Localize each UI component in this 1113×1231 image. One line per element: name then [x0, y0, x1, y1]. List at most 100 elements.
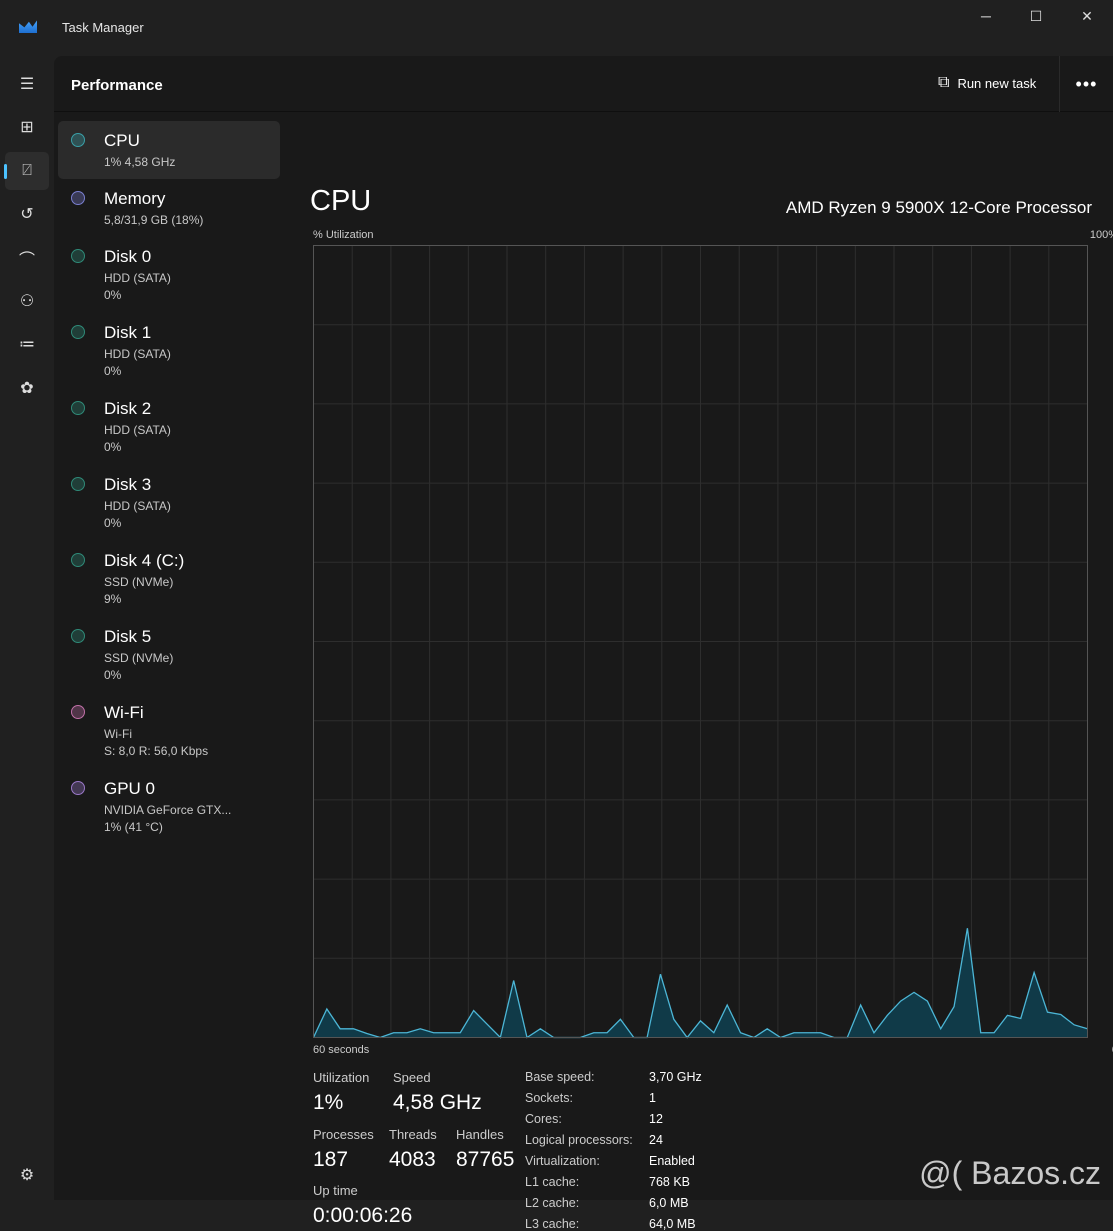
speed-label: Speed [393, 1070, 431, 1085]
spec-value: 3,70 GHz [649, 1070, 702, 1084]
device-detail: 0% [104, 515, 280, 532]
spec-label: L3 cache: [525, 1217, 579, 1231]
uptime-value: 0:00:06:26 [313, 1204, 412, 1228]
handles-label: Handles [456, 1127, 504, 1142]
spec-value: 24 [649, 1133, 663, 1147]
minimize-button[interactable]: ─ [963, 8, 1009, 28]
speed-value: 4,58 GHz [393, 1091, 482, 1115]
device-detail: 9% [104, 591, 280, 608]
spec-label: L2 cache: [525, 1196, 579, 1210]
device-detail: HDD (SATA) [104, 346, 280, 363]
details-icon[interactable]: ≔ [5, 325, 49, 363]
run-task-icon: ⧉ [938, 74, 949, 92]
users-icon[interactable]: ⚇ [5, 282, 49, 320]
more-options-button[interactable]: ••• [1059, 56, 1113, 112]
spec-value: 12 [649, 1112, 663, 1126]
spec-value: Enabled [649, 1154, 695, 1168]
device-item-disk-5[interactable]: Disk 5 SSD (NVMe)0% [58, 617, 280, 693]
cpu-utilization-chart [313, 245, 1088, 1039]
device-detail: 1% 4,58 GHz [104, 154, 280, 171]
run-new-task-button[interactable]: ⧉ Run new task [938, 74, 1036, 92]
cpu-model: AMD Ryzen 9 5900X 12-Core Processor [786, 198, 1092, 218]
device-item-cpu[interactable]: CPU 1% 4,58 GHz [58, 121, 280, 179]
device-name: CPU [104, 131, 280, 151]
device-detail: HDD (SATA) [104, 270, 280, 287]
device-list: CPU 1% 4,58 GHz Memory 5,8/31,9 GB (18%) Dis… [58, 121, 280, 845]
spec-label: Virtualization: [525, 1154, 600, 1168]
x-min-label: 60 seconds [313, 1044, 369, 1056]
device-color-dot-icon [71, 477, 85, 491]
window-title: Task Manager [62, 20, 144, 35]
close-button[interactable]: ✕ [1064, 8, 1110, 28]
watermark: @( Bazos.cz [919, 1155, 1101, 1192]
device-detail: 0% [104, 439, 280, 456]
services-icon[interactable]: ✿ [5, 369, 49, 407]
processes-icon[interactable]: ⊞ [5, 108, 49, 146]
spec-label: Logical processors: [525, 1133, 633, 1147]
spec-value: 64,0 MB [649, 1217, 696, 1231]
threads-label: Threads [389, 1127, 437, 1142]
device-name: Wi-Fi [104, 703, 280, 723]
hamburger-menu-icon[interactable]: ☰ [5, 65, 49, 103]
app-history-icon[interactable]: ↺ [5, 195, 49, 233]
device-name: Disk 3 [104, 475, 280, 495]
device-item-memory[interactable]: Memory 5,8/31,9 GB (18%) [58, 179, 280, 237]
device-name: GPU 0 [104, 779, 280, 799]
device-item-disk-4-c[interactable]: Disk 4 (C:)SSD (NVMe)9% [58, 541, 280, 617]
uptime-label: Up time [313, 1183, 358, 1198]
device-item-disk-2[interactable]: Disk 2 HDD (SATA)0% [58, 389, 280, 465]
spec-label: Sockets: [525, 1091, 573, 1105]
device-color-dot-icon [71, 191, 85, 205]
device-color-dot-icon [71, 781, 85, 795]
startup-apps-icon[interactable]: ⌒ [5, 239, 49, 277]
device-color-dot-icon [71, 629, 85, 643]
spec-label: L1 cache: [525, 1175, 579, 1189]
processes-label: Processes [313, 1127, 374, 1142]
main-panel: Performance ⧉ Run new task ••• CPU 1% 4,5… [54, 56, 1113, 1200]
device-detail: 0% [104, 667, 280, 684]
device-detail: SSD (NVMe) [104, 574, 280, 591]
device-detail: HDD (SATA) [104, 498, 280, 515]
device-item-disk-3[interactable]: Disk 3 HDD (SATA)0% [58, 465, 280, 541]
device-detail: HDD (SATA) [104, 422, 280, 439]
device-detail: 0% [104, 287, 280, 304]
task-manager-app-icon [19, 19, 37, 33]
spec-value: 6,0 MB [649, 1196, 689, 1210]
device-name: Disk 1 [104, 323, 280, 343]
device-detail: S: 8,0 R: 56,0 Kbps [104, 743, 280, 760]
spec-value: 1 [649, 1091, 656, 1105]
spec-value: 768 KB [649, 1175, 690, 1189]
device-detail: 0% [104, 363, 280, 380]
utilization-value: 1% [313, 1091, 343, 1115]
device-name: Disk 0 [104, 247, 280, 267]
spec-label: Base speed: [525, 1070, 595, 1084]
settings-icon[interactable]: ⚙ [5, 1156, 49, 1194]
maximize-button[interactable]: ☐ [1013, 8, 1059, 28]
navigation-rail: ☰ ⊞ ⍁ ↺ ⌒ ⚇ ≔ ✿ ⚙ [0, 56, 54, 1200]
device-item-disk-0[interactable]: Disk 0 HDD (SATA)0% [58, 237, 280, 313]
y-axis-label: % Utilization [313, 229, 374, 241]
device-detail: NVIDIA GeForce GTX... [104, 802, 280, 819]
spec-label: Cores: [525, 1112, 562, 1126]
device-color-dot-icon [71, 325, 85, 339]
handles-value: 87765 [456, 1148, 514, 1172]
device-detail: SSD (NVMe) [104, 650, 280, 667]
device-detail: 5,8/31,9 GB (18%) [104, 212, 280, 229]
device-color-dot-icon [71, 705, 85, 719]
page-title: Performance [71, 77, 163, 94]
threads-value: 4083 [389, 1148, 436, 1172]
device-item-disk-1[interactable]: Disk 1 HDD (SATA)0% [58, 313, 280, 389]
device-color-dot-icon [71, 553, 85, 567]
device-color-dot-icon [71, 133, 85, 147]
device-name: Disk 2 [104, 399, 280, 419]
device-detail: 1% (41 °C) [104, 819, 280, 836]
device-name: Disk 5 [104, 627, 280, 647]
y-max-label: 100% [1090, 229, 1113, 241]
device-color-dot-icon [71, 249, 85, 263]
run-new-task-label: Run new task [957, 76, 1036, 91]
performance-icon[interactable]: ⍁ [5, 152, 49, 190]
device-name: Memory [104, 189, 280, 209]
title-bar: Task Manager ─ ☐ ✕ [0, 0, 1113, 56]
device-item-gpu-0[interactable]: GPU 0 NVIDIA GeForce GTX...1% (41 °C) [58, 769, 280, 845]
